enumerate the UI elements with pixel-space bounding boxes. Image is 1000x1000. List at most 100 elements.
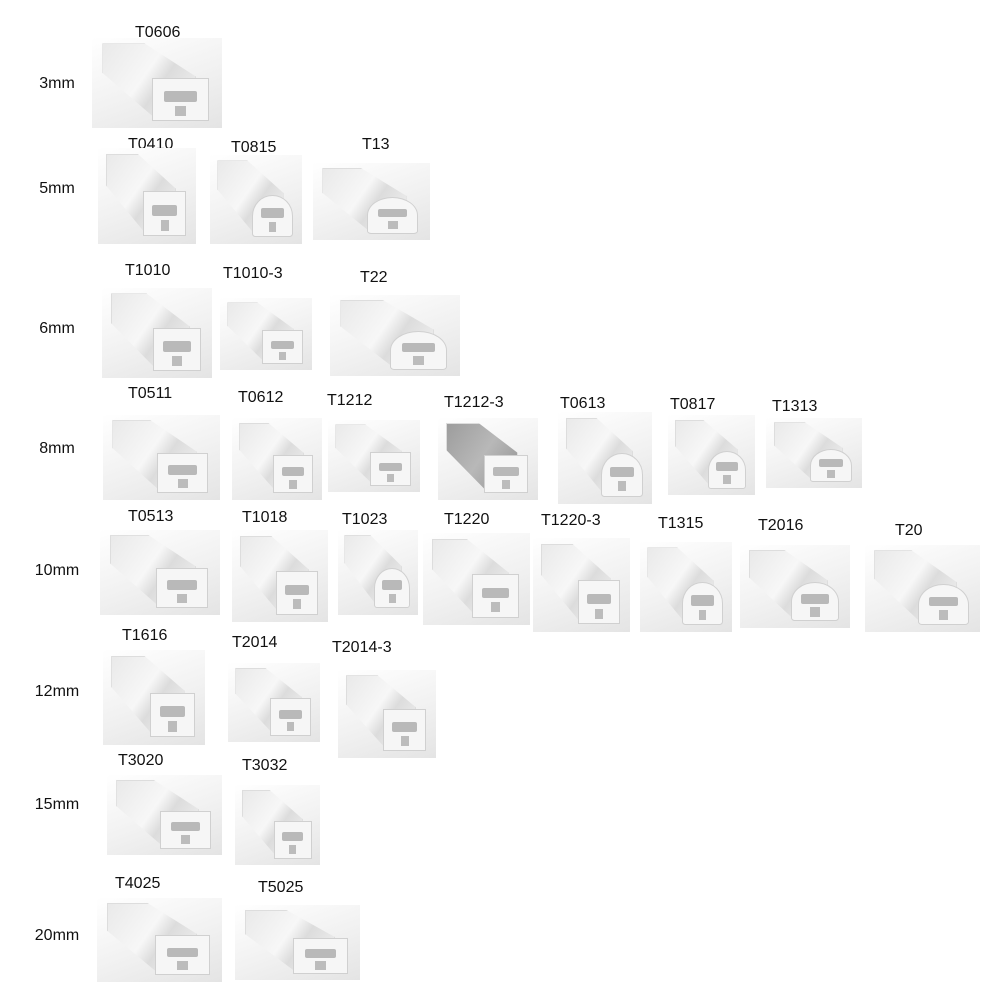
mount-slot xyxy=(176,593,187,604)
profile-code-label: T2014-3 xyxy=(332,639,392,656)
profile-cross-section xyxy=(152,328,201,371)
profile-cross-section xyxy=(157,452,209,494)
led-channel xyxy=(270,340,295,349)
led-channel xyxy=(819,459,844,468)
size-label: 15mm xyxy=(34,796,80,813)
profile-code-label: T1616 xyxy=(122,627,168,644)
profile-image xyxy=(228,663,320,742)
profile-code-label: T5025 xyxy=(258,879,304,896)
led-channel xyxy=(278,709,303,719)
profile-code-label: T1212-3 xyxy=(444,394,504,411)
profile-cross-section xyxy=(472,574,520,618)
profile-image xyxy=(210,155,302,244)
led-channel xyxy=(382,580,403,590)
profile-image xyxy=(232,418,322,500)
led-channel xyxy=(152,205,177,216)
led-channel xyxy=(168,465,198,475)
profile-code-label: T1212 xyxy=(327,392,373,409)
profile-image xyxy=(338,670,436,758)
mount-slot xyxy=(289,479,297,489)
profile-image xyxy=(100,530,220,615)
led-channel xyxy=(166,580,197,590)
profile-code-label: T0513 xyxy=(128,508,174,525)
mount-slot xyxy=(617,481,626,492)
led-channel xyxy=(690,595,715,606)
profile-cross-section xyxy=(152,78,209,121)
profile-cross-section xyxy=(370,451,411,487)
profile-cross-section xyxy=(149,692,195,738)
profile-code-label: T1010-3 xyxy=(223,265,283,282)
mount-slot xyxy=(175,105,187,116)
profile-cross-section xyxy=(682,582,723,625)
mount-slot xyxy=(501,479,511,489)
mount-slot xyxy=(315,961,326,970)
profile-cross-section xyxy=(707,450,747,489)
led-channel xyxy=(928,596,958,607)
profile-cross-section xyxy=(484,454,528,494)
profile-cross-section xyxy=(155,935,210,976)
profile-code-label: T1010 xyxy=(125,262,171,279)
led-channel xyxy=(610,466,634,477)
profile-code-label: T0612 xyxy=(238,389,284,406)
profile-image xyxy=(220,298,312,370)
profile-image xyxy=(232,530,328,622)
mount-slot xyxy=(827,470,836,479)
mount-slot xyxy=(413,355,425,365)
profile-image xyxy=(328,420,420,492)
profile-cross-section xyxy=(577,580,621,625)
profile-cross-section xyxy=(276,571,319,615)
mount-slot xyxy=(387,220,398,230)
profile-image xyxy=(102,288,212,378)
profile-image xyxy=(766,418,862,488)
size-label: 5mm xyxy=(39,180,75,197)
profile-cross-section xyxy=(790,582,839,622)
profile-cross-section xyxy=(918,583,969,626)
mount-slot xyxy=(400,736,409,746)
size-label: 6mm xyxy=(39,320,75,337)
mount-slot xyxy=(810,607,820,617)
mount-slot xyxy=(388,593,396,604)
profile-image xyxy=(865,545,980,632)
profile-cross-section xyxy=(155,567,208,609)
profile-code-label: T1220 xyxy=(444,511,490,528)
profile-image xyxy=(668,415,755,495)
mount-slot xyxy=(491,602,501,613)
profile-image xyxy=(235,785,320,865)
mount-slot xyxy=(698,609,707,620)
profile-image xyxy=(98,148,196,244)
profile-code-label: T0815 xyxy=(231,139,277,156)
led-channel xyxy=(164,91,198,102)
mount-slot xyxy=(286,722,295,732)
led-channel xyxy=(378,208,408,218)
profile-image xyxy=(640,542,732,632)
profile-image xyxy=(103,650,205,745)
profile-code-label: T3020 xyxy=(118,752,164,769)
mount-slot xyxy=(160,220,169,231)
led-channel xyxy=(281,466,305,476)
led-channel xyxy=(402,343,436,353)
profile-image xyxy=(235,905,360,980)
led-channel xyxy=(159,706,186,718)
profile-code-label: T20 xyxy=(895,522,923,539)
led-channel xyxy=(586,593,612,605)
profile-cross-section xyxy=(273,454,313,494)
size-label: 10mm xyxy=(34,562,80,579)
size-label: 8mm xyxy=(39,440,75,457)
profile-code-label: T1315 xyxy=(658,515,704,532)
profile-image xyxy=(92,38,222,128)
profile-cross-section xyxy=(273,820,312,859)
profile-cross-section xyxy=(367,197,419,234)
profile-cross-section xyxy=(374,567,410,609)
led-channel xyxy=(281,832,304,842)
led-channel xyxy=(170,822,200,832)
led-channel xyxy=(285,584,310,595)
profile-image xyxy=(103,415,220,500)
led-channel xyxy=(304,949,336,958)
mount-slot xyxy=(723,475,731,484)
mount-slot xyxy=(172,355,182,366)
mount-slot xyxy=(177,478,188,489)
profile-code-label: T13 xyxy=(362,136,390,153)
profile-cross-section xyxy=(160,810,211,849)
profile-code-label: T22 xyxy=(360,269,388,286)
